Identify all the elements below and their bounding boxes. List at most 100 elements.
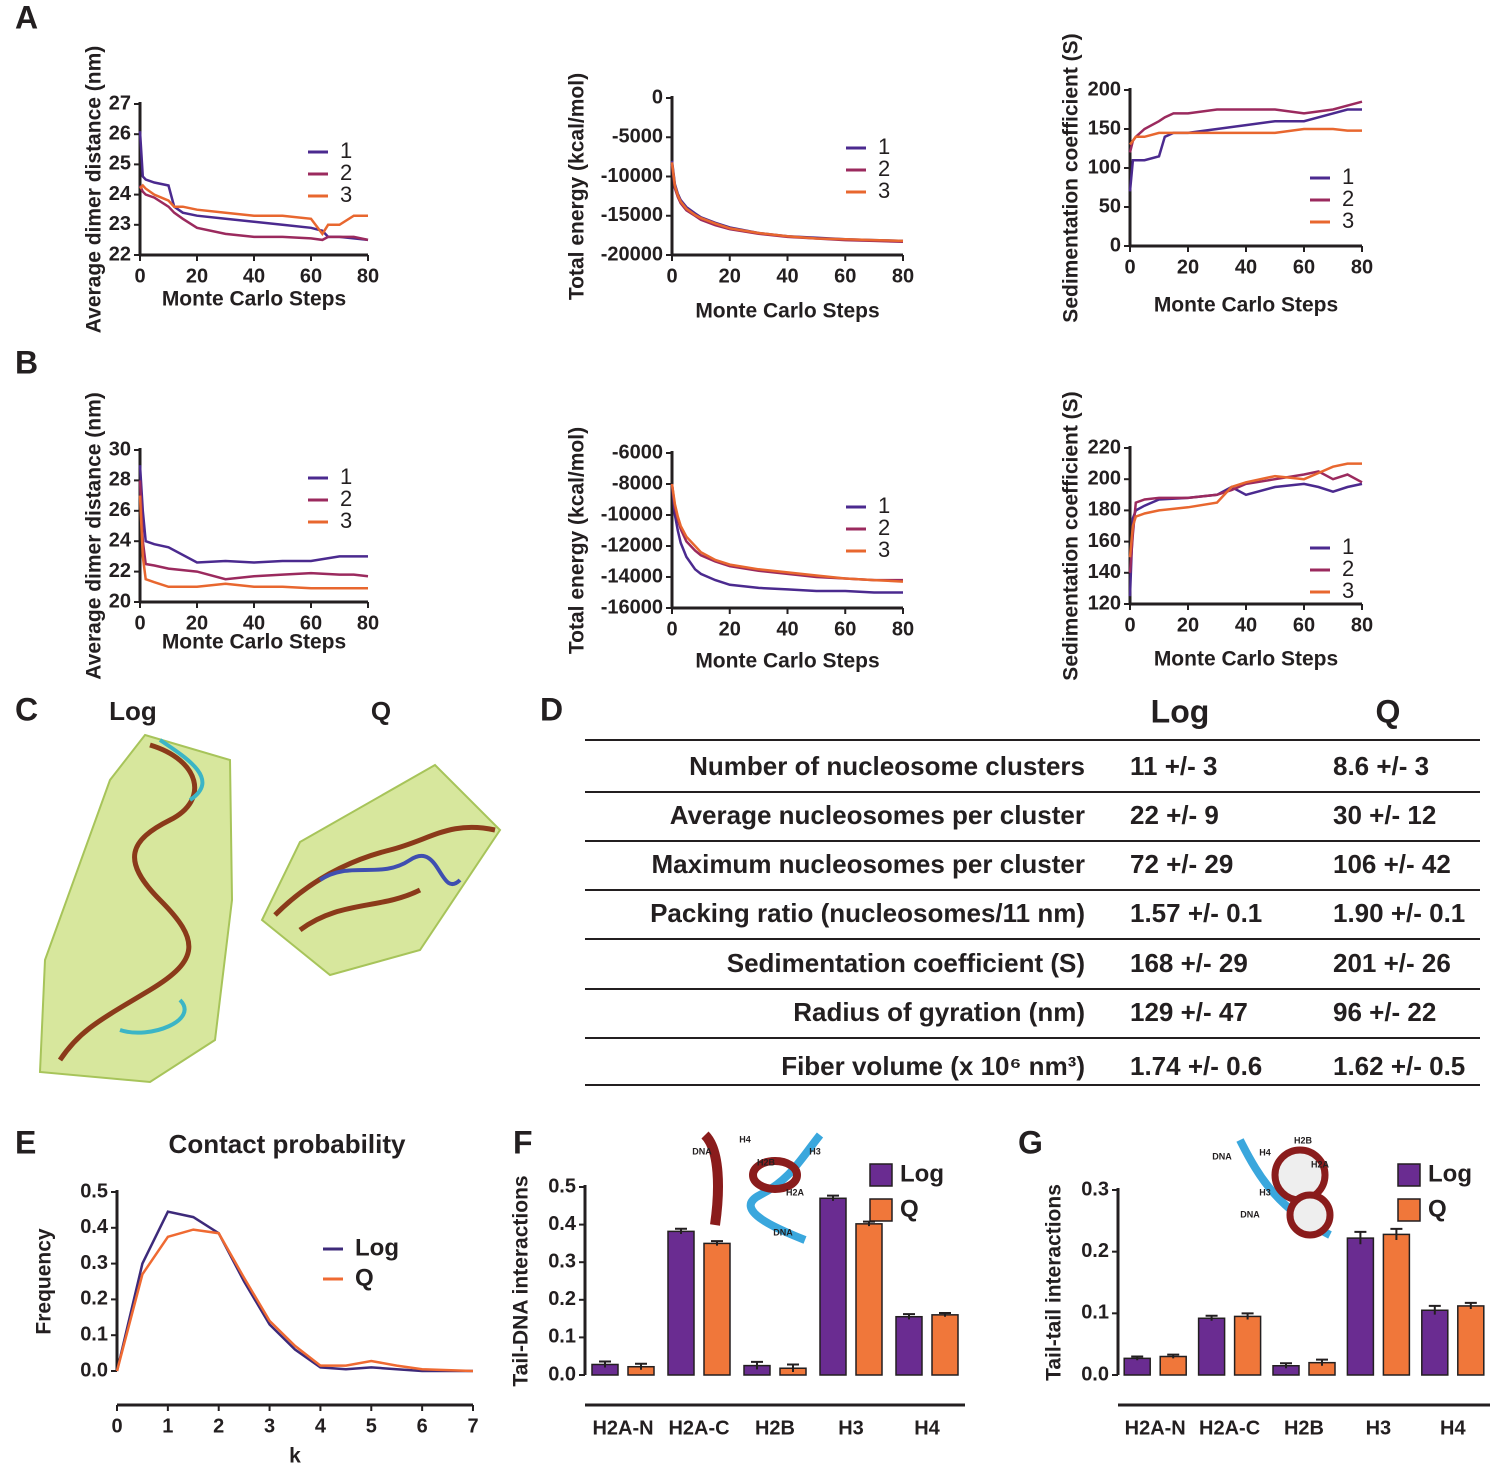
- series-line: [1128, 462, 1362, 558]
- y-tick-label: 20: [109, 590, 131, 612]
- y-axis-title: Total energy (kcal/mol): [566, 73, 589, 300]
- fiber: [119, 738, 205, 1035]
- cell: 129 +/- 47: [1130, 997, 1248, 1027]
- x-axis-title: Monte Carlo Steps: [1154, 648, 1338, 671]
- y-tick-label: -16000: [601, 596, 663, 618]
- y-tick-label: 0: [652, 86, 663, 108]
- cell: 30 +/- 12: [1333, 800, 1436, 830]
- x-tick-label: 0: [666, 265, 677, 287]
- bar: [895, 1315, 923, 1376]
- row-label: Fiber volume (x 10⁶ nm³): [781, 1051, 1085, 1081]
- panel-label: D: [540, 691, 563, 727]
- error-bar: [751, 1360, 763, 1370]
- row-label: Packing ratio (nucleosomes/11 nm): [650, 898, 1085, 928]
- bar: [1233, 1315, 1262, 1376]
- legend-swatch: [1397, 1163, 1421, 1187]
- error-bar: [599, 1360, 611, 1368]
- y-tick-label: 120: [1088, 592, 1121, 614]
- y-tick-label: 0.3: [80, 1252, 108, 1274]
- inset-label: H4: [739, 1134, 751, 1144]
- error-bar: [827, 1194, 839, 1201]
- panel-c-structures: [38, 733, 502, 1084]
- legend-label: 2: [1342, 556, 1354, 581]
- error-bar: [863, 1220, 875, 1227]
- inset-label: H3: [1259, 1187, 1271, 1197]
- bar: [703, 1242, 731, 1376]
- series-line: [138, 495, 368, 590]
- x-tick-label: H4: [914, 1417, 940, 1439]
- series-line: [1128, 482, 1363, 597]
- x-tick-label: 80: [357, 612, 379, 634]
- x-tick-label: 2: [213, 1415, 224, 1437]
- series-line: [670, 162, 904, 243]
- legend-label: 3: [1342, 578, 1354, 603]
- cell: 1.57 +/- 0.1: [1130, 898, 1262, 928]
- error-bar: [1280, 1362, 1292, 1369]
- x-tick-label: 0: [111, 1415, 122, 1437]
- inset-label: H3: [809, 1146, 821, 1156]
- x-axis-title: Monte Carlo Steps: [162, 288, 346, 311]
- error-bar: [939, 1311, 951, 1317]
- x-tick-label: 40: [1235, 256, 1257, 278]
- x-tick-label: H4: [1440, 1417, 1466, 1439]
- bar: [667, 1230, 695, 1376]
- series-line: [670, 164, 904, 243]
- bar: [855, 1223, 883, 1376]
- error-bar: [1205, 1314, 1218, 1321]
- error-bar: [1354, 1230, 1367, 1245]
- y-tick-label: 0.1: [548, 1326, 576, 1348]
- legend-label: 2: [340, 160, 352, 185]
- x-tick-label: 0: [1124, 614, 1135, 636]
- x-axis-title: k: [289, 1445, 301, 1467]
- x-tick-label: 80: [892, 618, 914, 640]
- y-tick-label: 0.0: [1081, 1363, 1109, 1385]
- x-axis-title: Monte Carlo Steps: [1154, 294, 1338, 317]
- inset-label: H4: [1259, 1147, 1271, 1157]
- chart-title: Contact probability: [169, 1129, 406, 1159]
- y-tick-label: 0.0: [80, 1359, 108, 1381]
- inset-label: H2A: [786, 1187, 805, 1197]
- x-tick-label: 0: [134, 612, 145, 634]
- inset-label: H2A: [1311, 1159, 1330, 1169]
- legend-label: 1: [1342, 534, 1354, 559]
- panel-label: G: [1018, 1124, 1043, 1160]
- x-tick-label: 60: [1293, 256, 1315, 278]
- legend-label: 2: [878, 515, 890, 540]
- structure-label: Log: [109, 696, 157, 726]
- y-tick-label: 27: [109, 92, 131, 114]
- error-bar: [1428, 1304, 1441, 1315]
- y-axis-title: Total energy (kcal/mol): [566, 427, 589, 654]
- y-tick-label: 0.3: [1081, 1178, 1109, 1200]
- legend-label: Log: [1428, 1160, 1472, 1187]
- y-tick-label: -6000: [612, 441, 663, 463]
- y-tick-label: 50: [1099, 195, 1121, 217]
- error-bar: [1131, 1355, 1144, 1361]
- inset-label: DNA: [1240, 1209, 1260, 1219]
- y-axis-title: Average dimer distance (nm): [83, 392, 106, 679]
- inset-label: H2B: [757, 1157, 776, 1167]
- x-tick-label: 80: [1351, 256, 1373, 278]
- legend-label: Log: [900, 1160, 944, 1187]
- y-tick-label: 26: [109, 499, 131, 521]
- y-tick-label: 30: [109, 438, 131, 460]
- legend-label: 1: [340, 138, 352, 163]
- panel-label: E: [15, 1124, 36, 1160]
- x-tick-label: 20: [1177, 256, 1199, 278]
- series-line: [670, 483, 903, 594]
- x-tick-label: 40: [243, 612, 265, 634]
- x-tick-label: 20: [1177, 614, 1199, 636]
- x-tick-label: 60: [300, 612, 322, 634]
- series-line: [115, 1228, 474, 1373]
- y-tick-label: 24: [109, 183, 132, 205]
- legend-label: 1: [878, 134, 890, 159]
- bar: [931, 1314, 959, 1376]
- x-tick-label: 0: [666, 618, 677, 640]
- x-axis-title: Monte Carlo Steps: [162, 631, 346, 654]
- series-line: [138, 184, 369, 242]
- y-tick-label: -5000: [612, 126, 663, 148]
- row-label: Radius of gyration (nm): [793, 997, 1085, 1027]
- error-bar: [675, 1227, 687, 1234]
- y-tick-label: -10000: [601, 503, 663, 525]
- y-tick-label: 28: [109, 469, 131, 491]
- legend-label: 2: [878, 156, 890, 181]
